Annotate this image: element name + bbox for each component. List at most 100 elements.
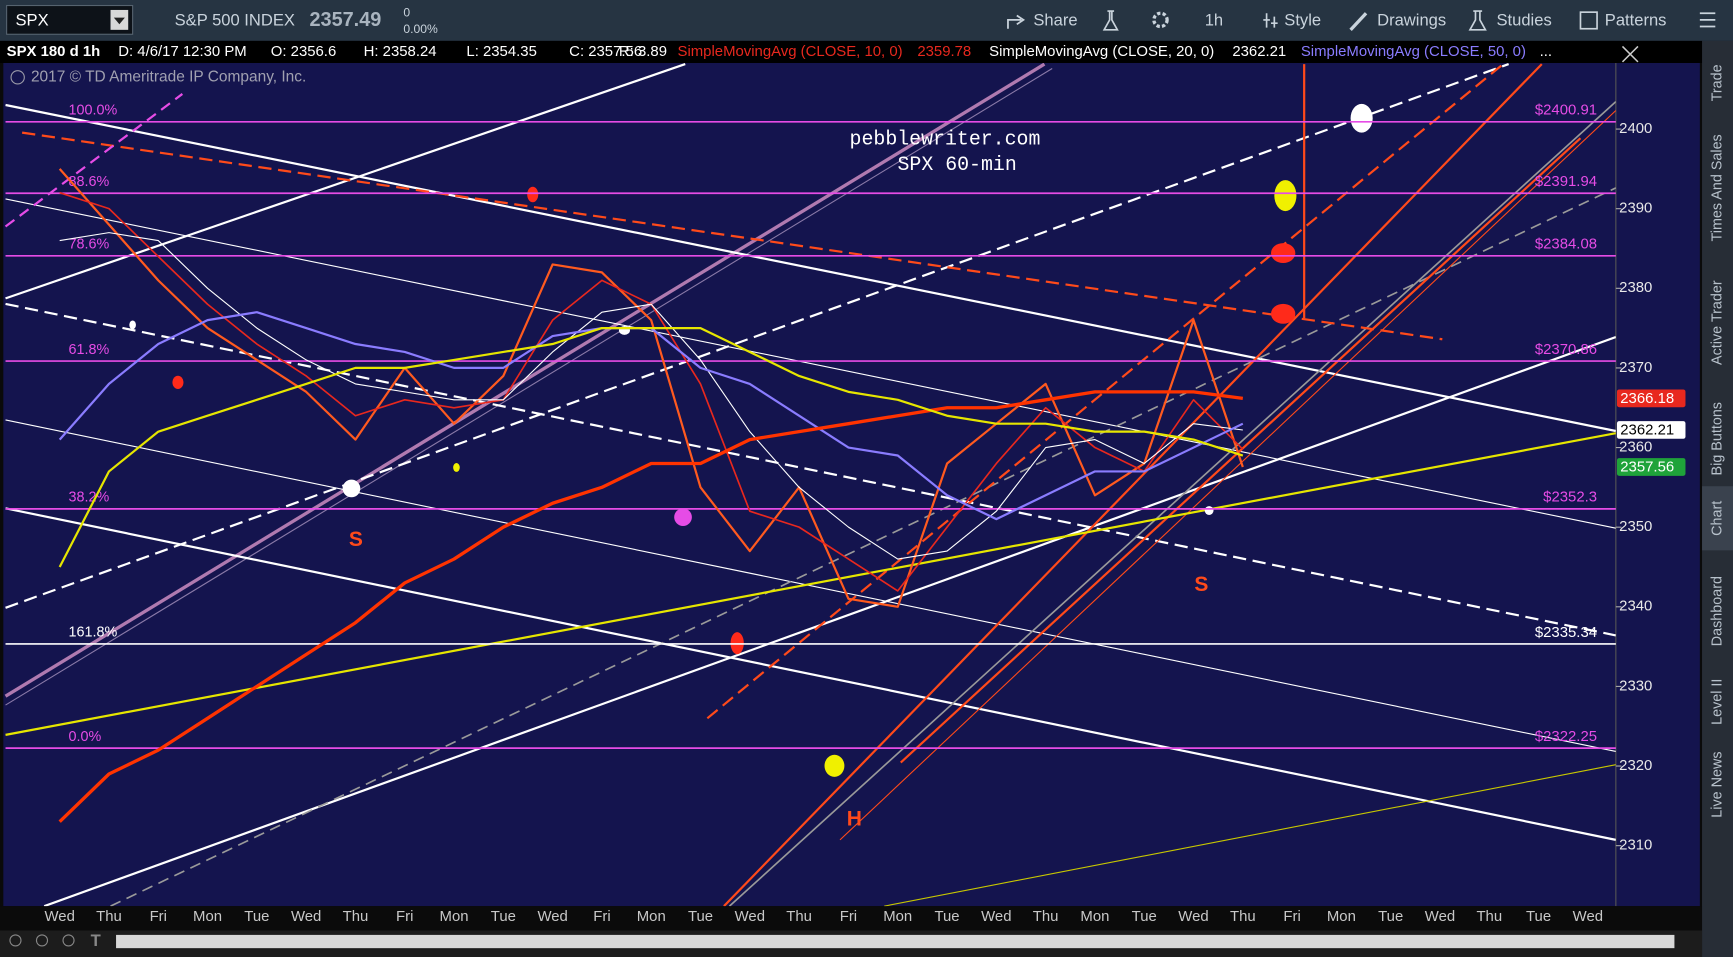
- button-timeframe[interactable]: 1h: [1205, 10, 1223, 29]
- marker: [1274, 180, 1297, 212]
- trendline: [4, 62, 1046, 698]
- fib-pct: 0.0%: [69, 729, 102, 745]
- zoom-button[interactable]: [9, 934, 22, 947]
- x-tick-label: Wed: [1425, 909, 1455, 925]
- trendline: [5, 419, 1616, 752]
- trendline: [5, 63, 1510, 609]
- trendline: [900, 137, 1582, 764]
- info-icon: [10, 70, 25, 85]
- fib-value-label: $2384.08: [1535, 237, 1597, 253]
- bar-open: O: 2356.6: [271, 44, 336, 60]
- series-line: [58, 168, 1244, 608]
- bar-range: R: 3.89: [619, 44, 667, 60]
- x-tick-label: Wed: [44, 909, 74, 925]
- study-label: SPX 180 d 1h: [7, 44, 101, 60]
- flask-button[interactable]: [1102, 10, 1119, 31]
- bar-close: C: 2357.56: [569, 44, 642, 60]
- scrollbar[interactable]: [116, 934, 1675, 949]
- side-tab[interactable]: Live News: [1709, 751, 1725, 817]
- x-tick-label: Mon: [193, 909, 222, 925]
- trendline: [5, 68, 1053, 706]
- y-tick-label: 2350: [1619, 519, 1652, 535]
- menu-button[interactable]: [1699, 12, 1716, 28]
- side-tab[interactable]: Dashboard: [1709, 576, 1725, 646]
- toolbar: [0, 0, 1733, 41]
- last-price: 2357.49: [309, 9, 381, 31]
- settings-button[interactable]: [1152, 11, 1169, 29]
- fib-value-label: $2352.3: [1543, 490, 1597, 506]
- marker: [172, 375, 184, 389]
- x-tick-label: Wed: [1573, 909, 1603, 925]
- legend-value: 2359.78: [917, 44, 971, 60]
- trendline: [5, 103, 1616, 433]
- legend-value: 2362.21: [1232, 44, 1286, 60]
- trendline: [5, 198, 1616, 529]
- trendline: [5, 63, 686, 300]
- trendline: [5, 507, 1616, 841]
- side-tab[interactable]: Times And Sales: [1709, 134, 1725, 241]
- side-tab[interactable]: Level II: [1709, 679, 1725, 725]
- fib-pct: 88.6%: [69, 174, 110, 190]
- x-tick-label: Tue: [244, 909, 269, 925]
- button-drawings[interactable]: Drawings: [1377, 10, 1446, 29]
- marker: [453, 463, 460, 472]
- drawings: [4, 62, 1616, 907]
- t-button[interactable]: T: [91, 931, 101, 950]
- trendline: [43, 336, 1616, 907]
- fib-pct: 100.0%: [69, 103, 118, 119]
- x-tick-label: Fri: [150, 909, 167, 925]
- x-tick-label: Tue: [934, 909, 959, 925]
- x-tick-label: Thu: [343, 909, 369, 925]
- side-tabs: Trade Times And Sales Active Trader Big But…: [1709, 64, 1725, 817]
- annotation: SPX 60-min: [897, 153, 1016, 176]
- marker: [1271, 303, 1296, 324]
- x-tick-label: Wed: [735, 909, 765, 925]
- marker: [824, 754, 845, 777]
- button-patterns[interactable]: Patterns: [1605, 10, 1667, 29]
- button-studies[interactable]: Studies: [1496, 10, 1551, 29]
- x-tick-label: Thu: [786, 909, 812, 925]
- trendline: [839, 110, 1616, 841]
- side-tab[interactable]: Active Trader: [1709, 280, 1725, 365]
- marker: [342, 479, 361, 498]
- bar-high: H: 2358.24: [364, 44, 437, 60]
- button-share[interactable]: Share: [1033, 10, 1077, 29]
- legend-entry: SimpleMovingAvg (CLOSE, 10, 0): [678, 44, 903, 60]
- symbol: SPX: [15, 10, 48, 29]
- fib-pct: 78.6%: [69, 237, 110, 253]
- price-axis: [1615, 62, 1700, 907]
- annotation: S: [349, 528, 363, 551]
- trendline: [728, 101, 1616, 907]
- series-line: [58, 326, 1244, 568]
- x-tick-label: Tue: [688, 909, 713, 925]
- x-tick-label: Tue: [491, 909, 516, 925]
- x-tick-label: Mon: [883, 909, 912, 925]
- x-tick-label: Thu: [1230, 909, 1256, 925]
- trendline: [706, 63, 1504, 720]
- x-tick-label: Fri: [593, 909, 610, 925]
- marker: [674, 508, 692, 527]
- marker: [1350, 103, 1373, 133]
- share-icon: [1007, 14, 1026, 29]
- annotation: S: [1194, 573, 1208, 596]
- price-badge: [1616, 389, 1686, 408]
- legend-more: ...: [1540, 44, 1552, 60]
- series-line: [58, 390, 1244, 823]
- x-tick-label: Thu: [1033, 909, 1059, 925]
- zoom-out-button[interactable]: [62, 934, 75, 947]
- y-tick-label: 2400: [1619, 121, 1652, 137]
- side-tab[interactable]: Trade: [1709, 64, 1725, 101]
- net-change-pct: 0.00%: [403, 22, 438, 36]
- trendline: [4, 93, 184, 228]
- marker: [129, 320, 136, 330]
- x-tick-label: Wed: [1178, 909, 1208, 925]
- collapse-icon[interactable]: [1621, 45, 1639, 63]
- button-style[interactable]: Style: [1284, 10, 1321, 29]
- price-badge-label: 2362.21: [1620, 422, 1674, 438]
- side-tab[interactable]: Big Buttons: [1709, 402, 1725, 475]
- side-tab[interactable]: Chart: [1709, 501, 1725, 536]
- marker: [1271, 243, 1296, 264]
- zoom-in-button[interactable]: [35, 934, 49, 947]
- fib-value-label: $2400.91: [1535, 103, 1597, 119]
